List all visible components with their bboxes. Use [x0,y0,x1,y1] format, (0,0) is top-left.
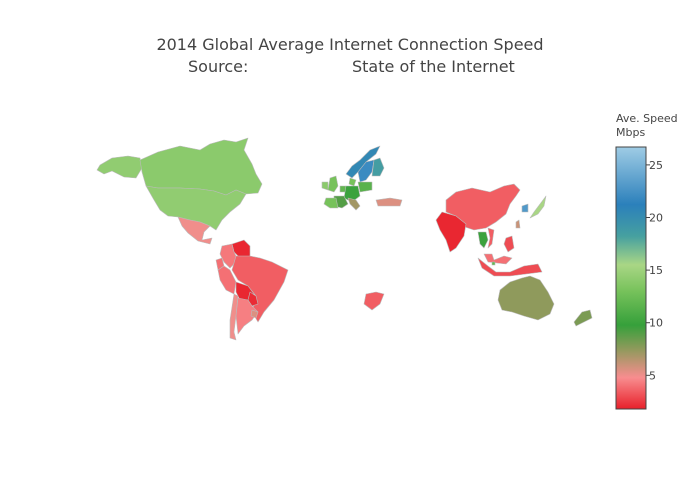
colorbar-tick-label: 10 [649,317,663,330]
country-united-kingdom[interactable] [327,175,339,193]
country-new-zealand[interactable] [573,309,593,327]
chart-title: 2014 Global Average Internet Connection … [156,35,543,54]
colorbar-title-line1: Ave. Speed [616,112,678,125]
country-south-africa[interactable] [363,291,385,311]
colorbar: Ave. Speed Mbps 5 10 15 20 25 [615,112,678,410]
colorbar-tick-label: 5 [649,369,656,382]
colorbar-ticks: 5 10 15 20 25 [646,159,663,382]
country-peru[interactable] [217,265,237,295]
country-canada[interactable] [139,137,263,196]
country-mexico[interactable] [177,216,213,245]
world-map[interactable] [96,137,593,341]
country-vietnam[interactable] [487,227,495,249]
chart-subtitle-source: Source: [188,57,248,76]
country-malaysia[interactable] [483,253,513,265]
country-spain[interactable] [323,197,339,209]
colorbar-tick-label: 15 [649,264,663,277]
country-argentina[interactable] [235,297,259,335]
country-finland[interactable] [371,157,385,177]
country-indonesia[interactable] [477,257,543,277]
colorbar-tick-label: 25 [649,159,663,172]
country-denmark[interactable] [348,177,357,187]
country-india[interactable] [435,211,467,253]
country-turkey[interactable] [375,197,403,207]
chart-subtitle-source-name: State of the Internet [352,57,515,76]
country-australia[interactable] [497,275,555,321]
country-poland[interactable] [357,181,373,193]
colorbar-tick-label: 20 [649,211,663,224]
colorbar-gradient [615,146,647,410]
country-united-states[interactable] [145,185,247,231]
country-italy[interactable] [347,197,361,211]
country-thailand[interactable] [477,231,489,249]
country-taiwan[interactable] [515,219,521,229]
country-uruguay[interactable] [250,309,259,319]
country-ireland[interactable] [321,181,329,191]
country-paraguay[interactable] [247,291,259,307]
country-japan[interactable] [529,195,547,219]
colorbar-title-line2: Mbps [616,126,645,139]
country-singapore[interactable] [491,261,496,266]
country-south-korea[interactable] [521,203,529,213]
country-brazil[interactable] [231,255,289,323]
country-alaska[interactable] [96,155,143,179]
country-philippines[interactable] [503,235,515,253]
country-norway[interactable] [345,145,381,179]
